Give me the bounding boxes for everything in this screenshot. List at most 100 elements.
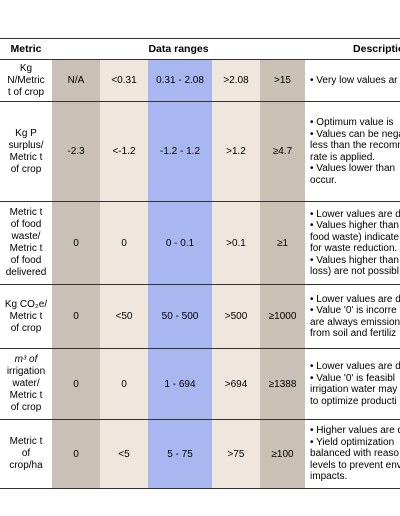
description-line: for waste reduction.: [310, 243, 398, 254]
description-line: • Values higher than: [310, 254, 399, 266]
header-row: Metric Data ranges Description: [0, 38, 400, 60]
metric-line: of food: [10, 255, 42, 266]
table-body: Kg N/Metric t of crop N/A <0.31 0.31 - 2.08 >2…: [0, 59, 400, 489]
metric-line: Metric t: [9, 151, 43, 163]
range-cell: >15: [260, 59, 306, 102]
range-cell: >75: [212, 419, 260, 489]
metric-line: irrigation: [6, 366, 46, 377]
range-cell: <50: [100, 284, 148, 349]
metric-line: N/Metric: [7, 74, 45, 86]
range-cell: N/A: [52, 59, 100, 102]
description-cell: • Lower values are d • Value '0' is feasi…: [305, 348, 400, 420]
metric-line: m³ of: [14, 354, 38, 365]
range-cell: ≥4.7: [260, 101, 306, 202]
range-cell: >0.1: [212, 201, 260, 285]
range-cell: 0.31 - 2.08: [148, 59, 212, 102]
header-cell: Data ranges: [52, 38, 306, 60]
description-line: • Very low values ar: [310, 74, 398, 86]
range-cell: 50 - 500: [148, 284, 212, 349]
metric-cell: Kg CO₂e/Metric t of crop: [0, 284, 52, 349]
header-cell: Metric: [0, 38, 52, 60]
description-line: balanced with reaso: [310, 448, 399, 460]
metric-line: Kg CO₂e/: [4, 298, 48, 310]
range-cell: ≥1: [260, 201, 306, 285]
metric-cell: m³ of irrigation water/Metric t of crop: [0, 348, 52, 420]
description-line: occur.: [310, 174, 337, 186]
table-row: m³ of irrigation water/Metric t of crop 0 0 1 …: [0, 348, 400, 420]
metric-cell: Kg N/Metric t of crop: [0, 59, 52, 102]
metric-line: t of crop: [7, 86, 45, 98]
description-cell: • Lower values are d • Values higher than…: [305, 201, 400, 285]
metric-line: of food: [10, 219, 42, 230]
metric-line: Metric t: [9, 243, 43, 254]
description-line: • Yield optimization: [310, 436, 395, 448]
description-line: rate is applied.: [310, 151, 376, 163]
description-line: • Values can be nega: [310, 128, 400, 140]
range-cell: 1 - 694: [148, 348, 212, 420]
description-line: • Lower values are d: [310, 208, 400, 220]
description-cell: • Lower values are d • Value '0' is incor…: [305, 284, 400, 349]
range-cell: 0: [52, 284, 100, 349]
table-row: Metric t of food waste/Metric t of food deli…: [0, 201, 400, 285]
range-cell: 0: [52, 348, 100, 420]
range-cell: >2.08: [212, 59, 260, 102]
range-cell: 0: [100, 201, 148, 285]
range-cell: >694: [212, 348, 260, 420]
range-cell: >500: [212, 284, 260, 349]
metric-line: Kg P: [15, 127, 37, 139]
description-line: less than the recomm: [310, 140, 400, 151]
metric-line: waste/: [11, 231, 41, 242]
description-line: levels to prevent env: [310, 459, 400, 471]
description-line: • Lower values are d: [310, 293, 400, 305]
range-cell: <0.31: [100, 59, 148, 102]
description-cell: • Higher values are d • Yield optimizatio…: [305, 419, 400, 489]
metric-line: of crop: [10, 402, 42, 413]
metric-line: Metric t: [9, 207, 43, 218]
description-line: from soil and fertiliz: [310, 328, 397, 339]
description-line: • Values higher than: [310, 220, 399, 231]
range-cell: ≥1000: [260, 284, 306, 349]
metric-line: Metric t: [9, 436, 43, 447]
range-cell: 0: [100, 348, 148, 420]
description-line: impacts.: [310, 471, 348, 483]
description-line: • Optimum value is: [310, 117, 394, 128]
range-cell: 5 - 75: [148, 419, 212, 489]
table-row: Kg CO₂e/Metric t of crop 0 <50 50 - 500 >500 ≥…: [0, 284, 400, 349]
range-cell: >1.2: [212, 101, 260, 202]
description-line: loss) are not possibl: [310, 266, 399, 277]
description-line: • Higher values are d: [310, 425, 400, 437]
data-table: Metric Data ranges Description KgN/Metri…: [0, 38, 400, 489]
description-line: irrigation water may: [310, 384, 398, 395]
range-cell: -2.3: [52, 101, 100, 202]
metric-line: delivered: [5, 267, 47, 278]
metric-line: of: [21, 448, 31, 459]
range-cell: 0: [52, 419, 100, 489]
range-cell: -1.2 - 1.2: [148, 101, 212, 202]
metric-line: of crop: [10, 322, 42, 334]
metric-line: Metric t: [9, 390, 43, 401]
range-cell: 0 - 0.1: [148, 201, 212, 285]
table-row: Metric t of crop/ha 0 <5 5 - 75 >75 ≥100 • Highe…: [0, 419, 400, 489]
header-cell: Description: [305, 38, 400, 60]
metric-cell: Metric t of crop/ha: [0, 419, 52, 489]
metric-line: surplus/: [8, 139, 44, 151]
description-line: • Values lower than: [310, 163, 396, 174]
metric-line: Metric t: [9, 310, 43, 322]
metric-line: of crop: [10, 163, 42, 175]
metric-line: Kg: [19, 62, 33, 74]
table-row: Kg N/Metric t of crop N/A <0.31 0.31 - 2.08 >2…: [0, 59, 400, 102]
description-line: are always emission: [310, 316, 400, 328]
range-cell: ≥100: [260, 419, 306, 489]
range-cell: <5: [100, 419, 148, 489]
description-line: food waste) indicate: [310, 231, 399, 243]
range-cell: ≥1388: [260, 348, 306, 420]
range-cell: 0: [52, 201, 100, 285]
description-cell: • Very low values ar: [305, 59, 400, 102]
description-line: • Lower values are d: [310, 361, 400, 372]
description-cell: • Optimum value is • Values can be nega le…: [305, 101, 400, 202]
metric-line: water/: [12, 378, 40, 389]
metric-cell: Metric t of food waste/Metric t of food deli…: [0, 201, 52, 285]
